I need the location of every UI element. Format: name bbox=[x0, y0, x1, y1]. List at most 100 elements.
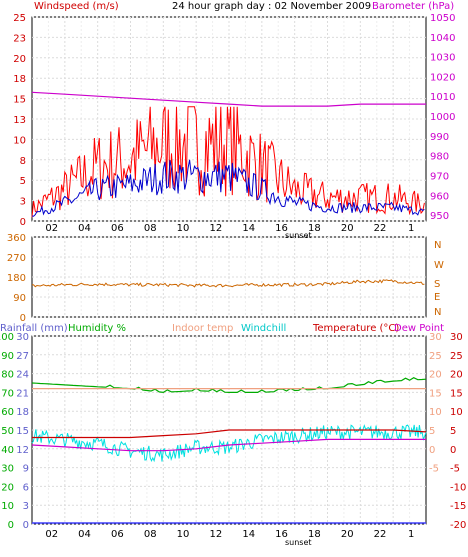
temperature-tick: -20 bbox=[450, 520, 466, 531]
temperature-tick: -10 bbox=[450, 482, 466, 493]
x-tick-top: 10 bbox=[177, 223, 190, 234]
temperature-tick: 30 bbox=[450, 332, 463, 343]
rain-tick: 30 bbox=[16, 332, 29, 343]
x-tick-top: 16 bbox=[275, 223, 288, 234]
rain-tick: 18 bbox=[16, 407, 29, 418]
humidity-tick: 70 bbox=[1, 388, 14, 399]
humidity-tick: 60 bbox=[1, 407, 14, 418]
windspeed-tick: 13 bbox=[13, 115, 26, 126]
dir-label-e: E bbox=[434, 292, 440, 303]
windspeed-tick: 20 bbox=[13, 54, 26, 65]
humidity-tick: 20 bbox=[1, 482, 14, 493]
rain-tick: 21 bbox=[16, 388, 29, 399]
barometer-tick: 1030 bbox=[430, 53, 455, 64]
barometer-tick: 950 bbox=[430, 211, 449, 222]
rain-tick: 27 bbox=[16, 351, 29, 362]
windspeed-tick: 8 bbox=[20, 156, 26, 167]
temperature-tick: 15 bbox=[450, 388, 463, 399]
indoor-tick: 15 bbox=[429, 388, 442, 399]
dewpoint-legend: Dew Point bbox=[394, 323, 444, 334]
x-tick-bottom: 04 bbox=[78, 529, 91, 540]
humidity-tick: 50 bbox=[1, 426, 14, 437]
humidity-tick: 10 bbox=[1, 501, 14, 512]
rain-tick: 9 bbox=[23, 464, 29, 475]
x-tick-bottom: 16 bbox=[275, 529, 288, 540]
x-tick-bottom: 18 bbox=[308, 529, 321, 540]
barometer-series-line bbox=[31, 91, 426, 107]
windspeed-tick: 0 bbox=[20, 217, 26, 228]
rain-tick: 6 bbox=[23, 482, 29, 493]
temperature-tick: 0 bbox=[450, 445, 456, 456]
barometer-tick: 1050 bbox=[430, 13, 455, 24]
direction-tick: 90 bbox=[13, 293, 26, 304]
barometer-tick: 1010 bbox=[430, 92, 455, 103]
dir-label-w: W bbox=[434, 260, 444, 271]
rain-tick: 0 bbox=[23, 520, 29, 531]
windspeed-tick: 25 bbox=[13, 13, 26, 24]
x-tick-bottom: 12 bbox=[209, 529, 222, 540]
x-tick-bottom: 10 bbox=[177, 529, 190, 540]
barometer-tick: 1040 bbox=[430, 33, 455, 44]
humidity-tick: 100 bbox=[0, 332, 14, 343]
direction-series bbox=[31, 279, 425, 288]
direction-tick: 180 bbox=[7, 273, 26, 284]
barometer-axis-label: Barometer (hPa) bbox=[372, 1, 454, 12]
barometer-tick: 990 bbox=[430, 132, 449, 143]
indoor-tick: 25 bbox=[429, 351, 442, 362]
windspeed-tick: 10 bbox=[13, 135, 26, 146]
x-tick-bottom: 08 bbox=[144, 529, 157, 540]
sunset-label-top: sunset bbox=[285, 231, 312, 240]
rain-tick: 24 bbox=[16, 370, 29, 381]
barometer-tick: 1000 bbox=[430, 112, 455, 123]
x-tick-top: 20 bbox=[341, 223, 354, 234]
indoor-tick: 5 bbox=[429, 426, 435, 437]
x-tick-top: 1 bbox=[408, 223, 414, 234]
direction-tick: 0 bbox=[20, 313, 26, 324]
rain-tick: 15 bbox=[16, 426, 29, 437]
temperature-tick: 5 bbox=[450, 426, 456, 437]
temperature-series-line bbox=[32, 429, 427, 439]
x-tick-bottom: 1 bbox=[408, 529, 414, 540]
humidity-series-line bbox=[31, 377, 427, 394]
x-tick-bottom: 14 bbox=[242, 529, 255, 540]
humidity-tick: 90 bbox=[1, 351, 14, 362]
temperature-tick: 20 bbox=[450, 370, 463, 381]
barometer-tick: 1020 bbox=[430, 72, 455, 83]
x-tick-bottom: 02 bbox=[45, 529, 58, 540]
sunset-label-bottom: sunset bbox=[285, 538, 312, 547]
x-tick-bottom: 06 bbox=[111, 529, 124, 540]
windchill-series-line bbox=[31, 424, 427, 463]
x-tick-top: 12 bbox=[209, 223, 222, 234]
x-tick-top: 02 bbox=[45, 223, 58, 234]
chart-title: 24 hour graph day : 02 November 2009 bbox=[172, 1, 371, 12]
x-tick-top: 04 bbox=[78, 223, 91, 234]
wind-grid bbox=[32, 16, 426, 222]
indoor-tick: 0 bbox=[429, 445, 435, 456]
temperature-legend: Temperature (°C) bbox=[312, 323, 399, 334]
indoor-tick: 10 bbox=[429, 407, 442, 418]
x-tick-bottom: 20 bbox=[341, 529, 354, 540]
direction-tick: 270 bbox=[7, 253, 26, 264]
temperature-tick: -15 bbox=[450, 501, 466, 512]
rain-tick: 12 bbox=[16, 445, 29, 456]
dir-label-s: S bbox=[434, 279, 440, 290]
humidity-legend: Humidity % bbox=[68, 323, 126, 334]
dir-label-n-top: N bbox=[434, 240, 441, 251]
windspeed-tick: 3 bbox=[20, 197, 26, 208]
barometer-tick: 970 bbox=[430, 171, 449, 182]
x-tick-bottom: 22 bbox=[374, 529, 387, 540]
humidity-tick: 30 bbox=[1, 464, 14, 475]
indoor-tick: 20 bbox=[429, 370, 442, 381]
temp-series bbox=[31, 377, 427, 524]
windchill-legend: Windchill bbox=[241, 323, 286, 334]
windspeed-tick: 5 bbox=[20, 176, 26, 187]
x-tick-top: 14 bbox=[242, 223, 255, 234]
gust-series-line bbox=[31, 106, 425, 218]
rain-tick: 3 bbox=[23, 501, 29, 512]
x-tick-top: 06 bbox=[111, 223, 124, 234]
windspeed-tick: 23 bbox=[13, 33, 26, 44]
temperature-tick: -5 bbox=[450, 464, 460, 475]
barometer-tick: 960 bbox=[430, 191, 449, 202]
humidity-tick: 40 bbox=[1, 445, 14, 456]
